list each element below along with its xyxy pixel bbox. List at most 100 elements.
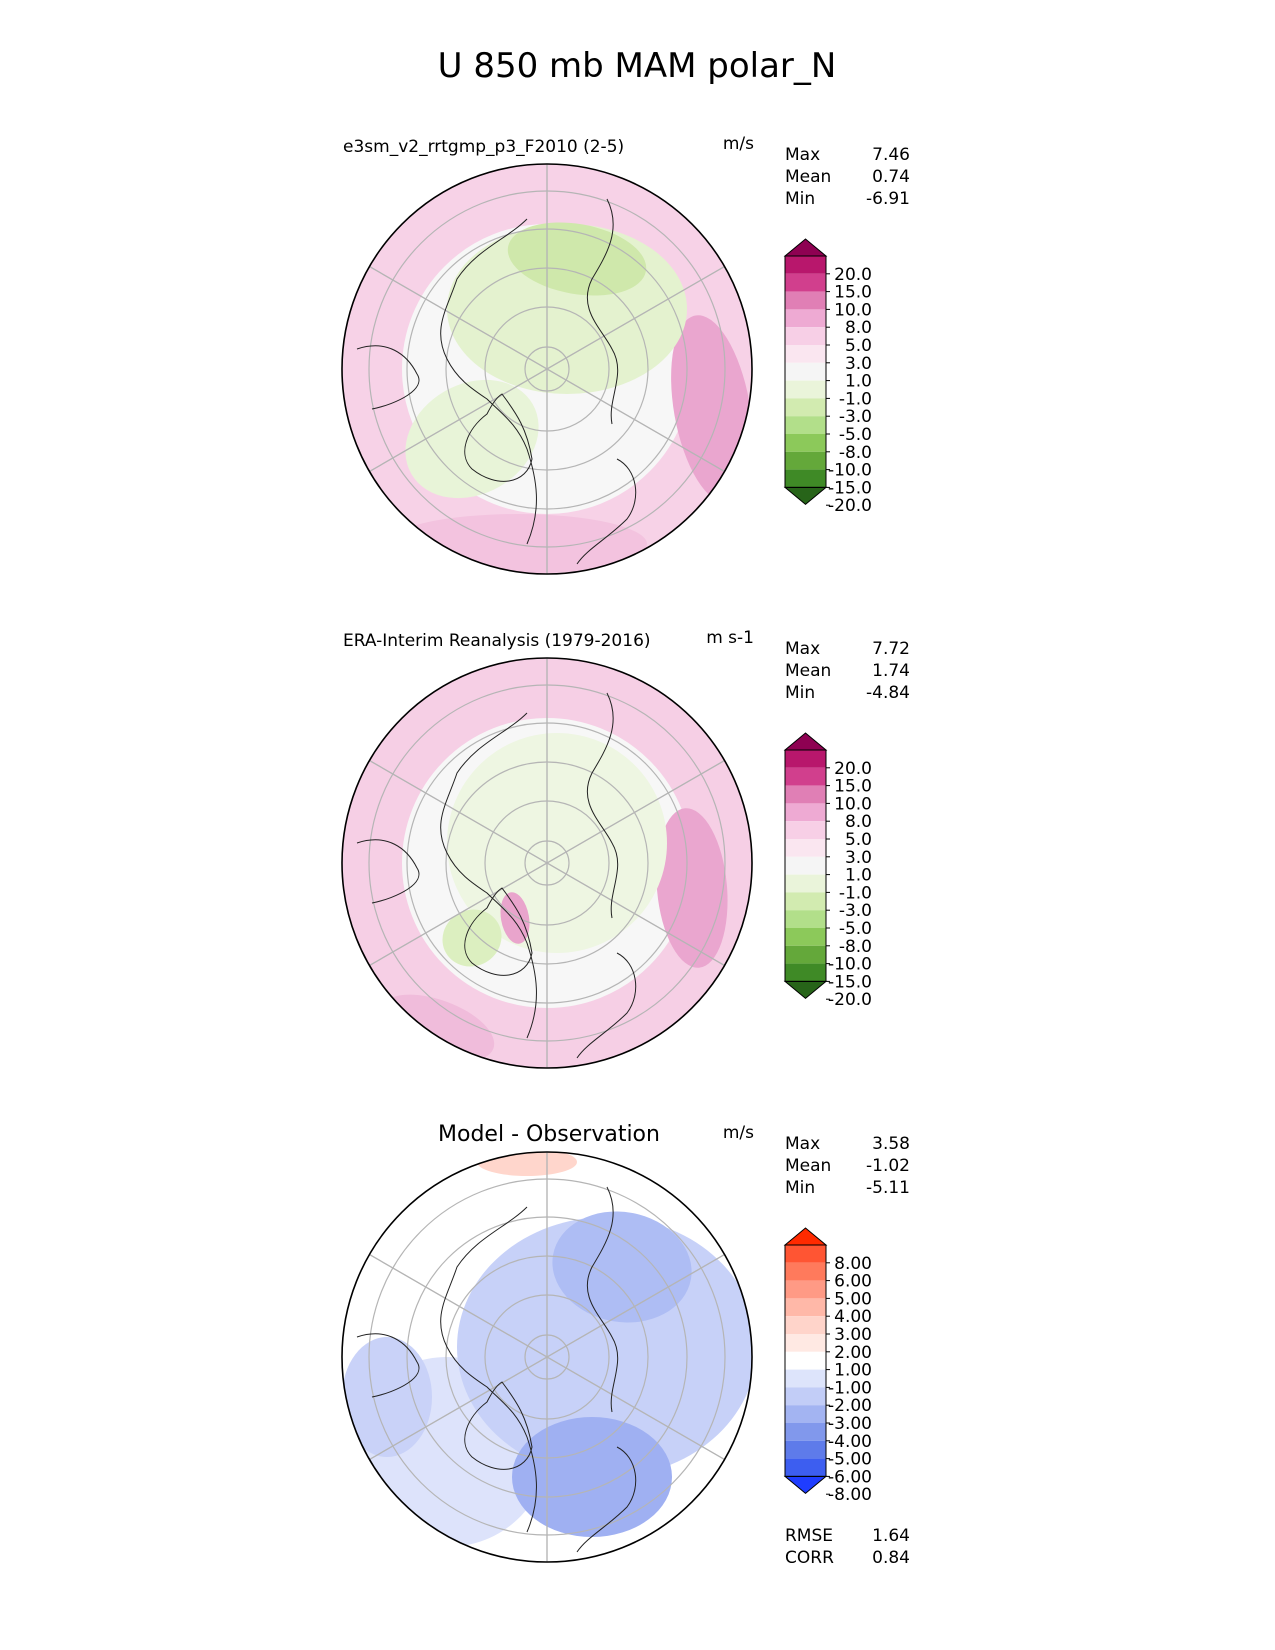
colorbar-segment bbox=[785, 291, 826, 310]
colorbar-tick-label: 2.00 bbox=[834, 1343, 872, 1363]
colorbar-tick-label: -8.00 bbox=[828, 1485, 872, 1505]
stat-value: 1.74 bbox=[872, 661, 910, 681]
colorbar-segment bbox=[785, 1280, 826, 1299]
colorbar-tick-label: 20.0 bbox=[834, 759, 872, 779]
colorbar: 20.015.010.08.05.03.01.0-1.0-3.0-5.0-8.0… bbox=[783, 732, 872, 1010]
field-atlantic-blue bbox=[512, 1417, 672, 1537]
stat-value: -5.11 bbox=[866, 1178, 910, 1198]
colorbar-segment bbox=[785, 910, 826, 928]
colorbar-tick-label: 8.00 bbox=[834, 1254, 872, 1274]
colorbar-tick-label: -20.0 bbox=[828, 496, 872, 516]
colorbar-segment bbox=[785, 892, 826, 911]
coastlines bbox=[356, 692, 637, 1059]
panel-title: ERA-Interim Reanalysis (1979-2016) bbox=[343, 631, 651, 651]
graticule bbox=[368, 658, 726, 1068]
figure-title: U 850 mb MAM polar_N bbox=[438, 46, 837, 86]
colorbar-tick-label: -20.0 bbox=[828, 990, 872, 1010]
colorbar-tick-label: 15.0 bbox=[834, 777, 872, 797]
stat-label: Max bbox=[785, 1134, 820, 1154]
colorbar-tick-label: -5.0 bbox=[839, 919, 872, 939]
colorbar-tick-label: 3.0 bbox=[845, 354, 872, 374]
colorbar-tick-label: -3.0 bbox=[839, 407, 872, 427]
polar-map bbox=[342, 164, 752, 574]
colorbar-segment bbox=[785, 1334, 826, 1352]
map-boundary bbox=[341, 657, 753, 1069]
metric-value: 0.84 bbox=[872, 1548, 910, 1568]
colorbar-tick-label: 5.0 bbox=[845, 336, 872, 356]
colorbar-segment bbox=[785, 821, 826, 839]
field-siberia-blue bbox=[552, 1211, 692, 1323]
stat-label: Max bbox=[785, 639, 820, 659]
colorbar-segment bbox=[785, 945, 826, 964]
colorbar-segment bbox=[785, 362, 826, 381]
colorbar-tick-label: -8.0 bbox=[839, 937, 872, 957]
field-siberia-green bbox=[507, 222, 647, 296]
colorbar-tick-label: 10.0 bbox=[834, 794, 872, 814]
stat-label: Max bbox=[785, 145, 820, 165]
field-pacific-blue bbox=[342, 1337, 432, 1457]
colorbar-segment bbox=[785, 1245, 826, 1263]
colorbar-extend-min bbox=[783, 486, 828, 506]
stat-value: 0.74 bbox=[872, 167, 910, 187]
colorbar-tick-label: 1.00 bbox=[834, 1361, 872, 1381]
colorbar-segment bbox=[785, 327, 826, 345]
units-label: m/s bbox=[723, 1123, 754, 1143]
colorbar-segment bbox=[785, 273, 826, 292]
colorbar-tick-label: 3.0 bbox=[845, 848, 872, 868]
colorbar-segment bbox=[785, 1369, 826, 1388]
colorbar-segment bbox=[785, 380, 826, 399]
colorbar-segment bbox=[785, 1262, 826, 1281]
field-greenland-green bbox=[405, 379, 539, 499]
metric-value: 1.64 bbox=[872, 1526, 910, 1546]
polar-map bbox=[342, 1152, 752, 1562]
field-east-pacific-pink bbox=[656, 808, 728, 968]
colorbar-tick-label: 6.00 bbox=[834, 1272, 872, 1292]
stat-value: 7.46 bbox=[872, 145, 910, 165]
colorbar-segment bbox=[785, 1423, 826, 1441]
colorbar-segment bbox=[785, 256, 826, 274]
colorbar-tick-label: -8.0 bbox=[839, 443, 872, 463]
colorbar-tick-label: -1.0 bbox=[839, 883, 872, 903]
colorbar-tick-label: 1.0 bbox=[845, 866, 872, 886]
colorbar-extend-max bbox=[783, 238, 828, 257]
colorbar-tick-label: -15.0 bbox=[828, 972, 872, 992]
colorbar-frame bbox=[784, 1244, 827, 1477]
colorbar-tick-label: -10.0 bbox=[828, 461, 872, 481]
colorbar-segment bbox=[785, 1387, 826, 1406]
stat-value: 3.58 bbox=[872, 1134, 910, 1154]
colorbar-tick-label: -3.00 bbox=[828, 1414, 872, 1434]
colorbar-segment bbox=[785, 451, 826, 470]
colorbar-tick-label: -2.00 bbox=[828, 1396, 872, 1416]
stat-label: Min bbox=[785, 683, 815, 703]
metric-label: CORR bbox=[785, 1548, 834, 1568]
units-label: m s-1 bbox=[706, 628, 754, 648]
colorbar-tick-label: -6.00 bbox=[828, 1467, 872, 1487]
stat-label: Min bbox=[785, 189, 815, 209]
colorbar-tick-label: 3.00 bbox=[834, 1325, 872, 1345]
stat-label: Mean bbox=[785, 661, 831, 681]
colorbar-tick-label: -5.00 bbox=[828, 1450, 872, 1470]
colorbar-tick-label: -4.00 bbox=[828, 1432, 872, 1452]
colorbar-segment bbox=[785, 1316, 826, 1334]
graticule bbox=[368, 1152, 726, 1562]
map-boundary bbox=[341, 163, 753, 575]
colorbar-segment bbox=[785, 767, 826, 786]
stat-value: -4.84 bbox=[866, 683, 910, 703]
colorbar-segment bbox=[785, 856, 826, 875]
colorbar-segment bbox=[785, 398, 826, 417]
colorbar-tick-label: 15.0 bbox=[834, 283, 872, 303]
colorbar-segment bbox=[785, 434, 826, 452]
panel-1: e3sm_v2_rrtgmp_p3_F2010 (2-5) m/s Max 7.46 M… bbox=[341, 134, 910, 575]
field-greenland-pink bbox=[500, 892, 530, 944]
colorbar-segment bbox=[785, 803, 826, 822]
field-greenland-green bbox=[442, 909, 502, 967]
polar-map bbox=[342, 658, 752, 1068]
stat-label: Mean bbox=[785, 167, 831, 187]
colorbar-segment bbox=[785, 928, 826, 946]
colorbar-frame bbox=[784, 255, 827, 488]
stat-value: -6.91 bbox=[866, 189, 910, 209]
coastlines bbox=[356, 198, 637, 565]
colorbar-tick-label: -10.0 bbox=[828, 955, 872, 975]
panel-3: Model - Observation m/s Max 3.58 Mean -1.02 Mi… bbox=[341, 1122, 910, 1568]
